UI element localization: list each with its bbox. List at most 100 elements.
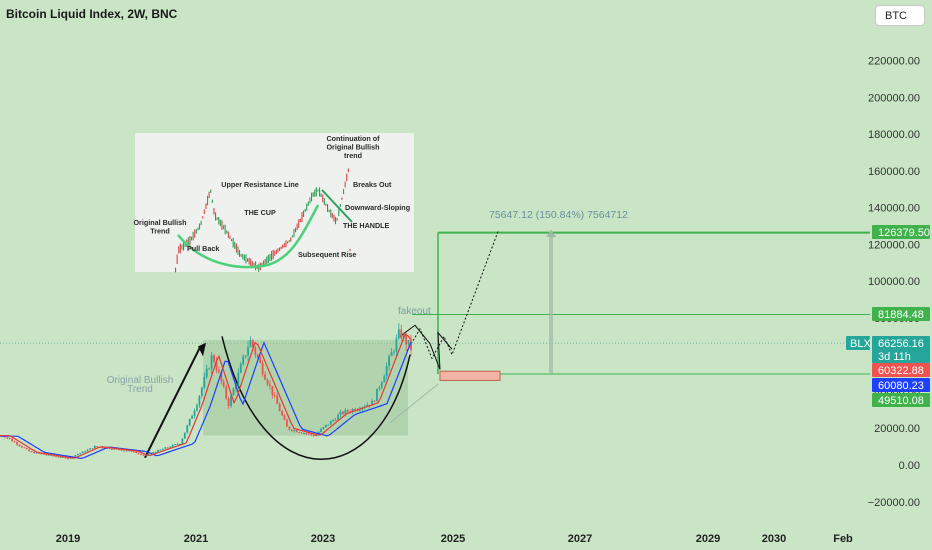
candle-body — [400, 329, 403, 339]
candle-body — [140, 454, 142, 456]
original-trend-label: Original Bullish Trend — [107, 375, 174, 395]
candle-body — [28, 449, 31, 452]
inset-candle — [267, 254, 269, 263]
inset-candle — [304, 208, 306, 212]
candle-body — [23, 447, 26, 449]
price-label-box — [872, 363, 930, 377]
candle-body — [390, 352, 393, 357]
symbol-button[interactable]: BTC — [875, 5, 925, 26]
inset-candle — [312, 192, 314, 197]
inset-candle — [349, 248, 351, 252]
candle-body — [176, 444, 179, 446]
candle-body — [237, 372, 240, 385]
inset-candle — [298, 219, 300, 228]
candle-body — [407, 339, 410, 345]
inset-candle — [215, 212, 217, 221]
drawings-layer — [0, 229, 870, 460]
candle-body — [239, 364, 242, 373]
candle-body — [64, 457, 67, 459]
inset-candle — [299, 218, 301, 223]
candle-body — [200, 387, 203, 396]
candle-body — [3, 436, 6, 438]
inset-candle — [280, 246, 282, 250]
inset-candle — [343, 189, 345, 195]
x-tick-label: 2027 — [568, 533, 592, 545]
inset-label: THE HANDLE — [343, 221, 390, 230]
candle-body — [118, 449, 121, 451]
inset-candle — [216, 217, 218, 220]
inset-candle — [229, 235, 231, 240]
inset-candle — [303, 210, 305, 218]
candle-body — [385, 366, 388, 377]
inset-label: Upper Resistance Line — [221, 180, 299, 189]
inset-candle — [181, 244, 183, 250]
inset-candle — [330, 209, 332, 218]
inset-candle — [195, 229, 197, 234]
dotted-projection — [406, 231, 499, 360]
candle-body — [67, 458, 69, 460]
candle-body — [281, 411, 284, 416]
inset-candle — [271, 251, 273, 261]
y-tick-label: 0.00 — [899, 460, 920, 472]
candle-body — [205, 368, 208, 377]
candle-body — [232, 388, 235, 396]
candle-body — [191, 415, 194, 419]
price-label-box — [872, 307, 930, 321]
inset-candle — [319, 187, 321, 197]
candle-body — [295, 430, 298, 433]
y-tick-label: 160000.00 — [868, 166, 920, 178]
inset-candle — [175, 267, 177, 273]
inset-label: Pull Back — [187, 244, 219, 253]
candle-body — [74, 455, 77, 457]
candle-body — [62, 456, 65, 458]
candle-body — [383, 376, 386, 383]
inset-candle — [219, 219, 221, 227]
candle-body — [162, 448, 164, 450]
inset-candle — [328, 209, 330, 213]
y-tick-label: 120000.00 — [868, 239, 920, 251]
cup-arc — [221, 336, 411, 460]
candle-body — [293, 430, 296, 432]
inset-candle — [263, 260, 265, 267]
candle-body — [395, 338, 398, 352]
inset-cup-line — [177, 204, 320, 269]
inset-candle — [293, 229, 295, 238]
inset-candle — [197, 227, 199, 231]
inset-candle — [290, 237, 292, 242]
inset-candle — [287, 241, 289, 244]
inset-candle — [279, 247, 281, 251]
inset-candle — [309, 197, 311, 204]
projection-label: 75647.12 (150.84%) 7564712 — [489, 209, 628, 221]
inset-candle — [235, 243, 237, 253]
inset-candle — [261, 262, 263, 267]
candle-body — [188, 418, 191, 426]
candle-body — [208, 368, 211, 370]
inset-candle — [239, 249, 241, 257]
candle-body — [373, 400, 376, 402]
inset-candle — [205, 203, 207, 209]
candle-body — [376, 388, 378, 402]
inset-candle — [320, 193, 322, 197]
candle-body — [11, 438, 14, 442]
candle-body — [89, 448, 91, 450]
inset-marks — [175, 168, 353, 273]
inset-candle — [322, 194, 324, 203]
candle-body — [254, 347, 257, 355]
candle-body — [142, 454, 145, 456]
candle-body — [152, 452, 155, 454]
candle-body — [113, 448, 116, 450]
candle-body — [217, 370, 220, 373]
inset-candle — [218, 217, 220, 225]
candle-body — [249, 340, 252, 348]
inset-candle — [283, 243, 285, 248]
inset-candle — [234, 241, 236, 249]
candle-body — [354, 409, 356, 411]
x-axis: 2019 2021 2023 2025 2027 2029 2030 Feb — [56, 533, 853, 545]
inset-candle — [200, 220, 202, 226]
inset-candle — [331, 213, 333, 219]
inset-candle — [179, 243, 181, 254]
inset-candle — [258, 263, 260, 272]
inset-candle — [176, 254, 178, 265]
inset-candle — [307, 201, 309, 206]
